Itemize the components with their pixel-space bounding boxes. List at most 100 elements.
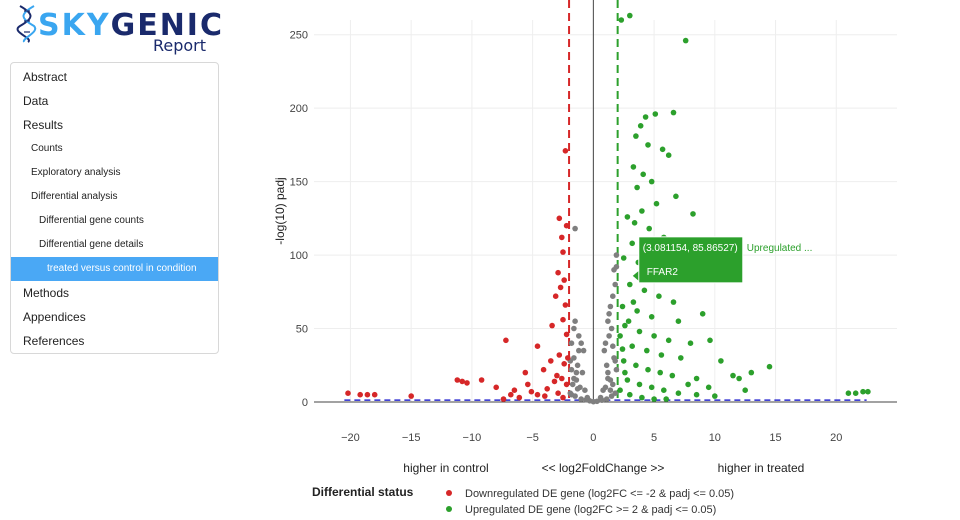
data-point[interactable] (656, 293, 662, 300)
data-point[interactable] (408, 393, 415, 399)
data-point[interactable] (633, 362, 639, 369)
data-point[interactable] (508, 391, 514, 398)
data-point[interactable] (556, 215, 563, 222)
data-point[interactable] (865, 388, 871, 395)
data-point[interactable] (534, 343, 541, 350)
data-point[interactable] (560, 394, 566, 401)
data-point[interactable] (534, 391, 541, 398)
data-point[interactable] (699, 311, 706, 317)
data-point[interactable] (602, 340, 609, 347)
data-point[interactable] (493, 384, 500, 391)
data-point[interactable] (675, 318, 682, 325)
data-point[interactable] (620, 255, 627, 261)
data-point[interactable] (478, 377, 485, 383)
data-point[interactable] (540, 366, 547, 373)
data-point[interactable] (633, 133, 639, 139)
data-point[interactable] (648, 384, 655, 391)
data-point[interactable] (576, 333, 582, 339)
data-point[interactable] (528, 388, 535, 395)
data-point[interactable] (627, 391, 633, 398)
data-point[interactable] (603, 362, 610, 369)
data-point[interactable] (563, 331, 570, 338)
data-point[interactable] (693, 391, 700, 398)
data-point[interactable] (364, 391, 371, 398)
toc-item-data[interactable]: Data (23, 94, 49, 108)
data-point[interactable] (459, 378, 466, 385)
data-point[interactable] (500, 396, 507, 402)
data-point[interactable] (642, 114, 649, 120)
data-point[interactable] (357, 391, 364, 398)
data-point[interactable] (608, 325, 615, 332)
data-point[interactable] (665, 337, 672, 344)
data-point[interactable] (511, 387, 518, 394)
data-point[interactable] (556, 352, 563, 358)
data-point[interactable] (560, 316, 566, 323)
data-point[interactable] (571, 375, 577, 382)
data-point[interactable] (630, 164, 637, 170)
data-point[interactable] (619, 346, 626, 352)
data-point[interactable] (549, 322, 555, 329)
data-point[interactable] (568, 366, 575, 373)
data-point[interactable] (555, 390, 561, 397)
data-point[interactable] (617, 387, 623, 394)
data-point[interactable] (560, 249, 566, 255)
data-point[interactable] (627, 281, 633, 288)
data-point[interactable] (645, 142, 651, 148)
data-point[interactable] (544, 386, 550, 392)
data-point[interactable] (572, 318, 578, 325)
data-point[interactable] (554, 372, 560, 379)
toc-item-methods[interactable]: Methods (23, 286, 70, 300)
data-point[interactable] (641, 287, 648, 294)
data-point[interactable] (685, 381, 691, 388)
data-point[interactable] (634, 184, 640, 191)
toc-item-treated-versus-control-in-condition[interactable]: treated versus control in condition (11, 257, 218, 281)
toc-item-results[interactable]: Results (23, 118, 64, 132)
toc-item-references[interactable]: References (23, 334, 85, 348)
data-point[interactable] (860, 388, 866, 395)
data-point[interactable] (663, 396, 669, 402)
data-point[interactable] (601, 347, 608, 354)
data-point[interactable] (678, 355, 684, 361)
data-point[interactable] (503, 337, 509, 344)
data-point[interactable] (629, 240, 635, 247)
data-point[interactable] (687, 340, 694, 347)
data-point[interactable] (578, 396, 584, 402)
data-point[interactable] (371, 391, 378, 398)
data-point[interactable] (568, 340, 575, 347)
data-point[interactable] (579, 369, 586, 376)
data-point[interactable] (557, 284, 564, 291)
data-point[interactable] (718, 358, 724, 364)
data-point[interactable] (670, 299, 677, 305)
data-point[interactable] (599, 397, 605, 404)
data-point[interactable] (542, 393, 548, 399)
data-point[interactable] (574, 362, 581, 369)
data-point[interactable] (612, 281, 618, 288)
data-point[interactable] (639, 394, 645, 401)
data-point[interactable] (648, 314, 655, 320)
data-point[interactable] (578, 340, 584, 347)
toc-item-differential-gene-details[interactable]: Differential gene details (39, 239, 144, 250)
data-point[interactable] (608, 393, 615, 399)
data-point[interactable] (665, 152, 672, 158)
data-point[interactable] (742, 387, 748, 394)
toc-item-counts[interactable]: Counts (31, 143, 63, 154)
data-point[interactable] (617, 333, 623, 339)
data-point[interactable] (622, 322, 628, 329)
data-point[interactable] (345, 390, 351, 397)
data-point[interactable] (605, 369, 611, 376)
data-point[interactable] (610, 293, 616, 300)
data-point[interactable] (563, 222, 570, 229)
data-point[interactable] (548, 358, 554, 364)
data-point[interactable] (658, 352, 665, 358)
data-point[interactable] (561, 361, 567, 367)
data-point[interactable] (619, 303, 626, 310)
data-point[interactable] (637, 123, 644, 129)
data-point[interactable] (766, 363, 773, 370)
data-point[interactable] (559, 234, 565, 241)
data-point[interactable] (646, 225, 652, 232)
data-point[interactable] (576, 347, 582, 354)
data-point[interactable] (651, 333, 657, 339)
data-point[interactable] (653, 200, 660, 207)
data-point[interactable] (634, 308, 640, 314)
data-point[interactable] (627, 12, 633, 19)
